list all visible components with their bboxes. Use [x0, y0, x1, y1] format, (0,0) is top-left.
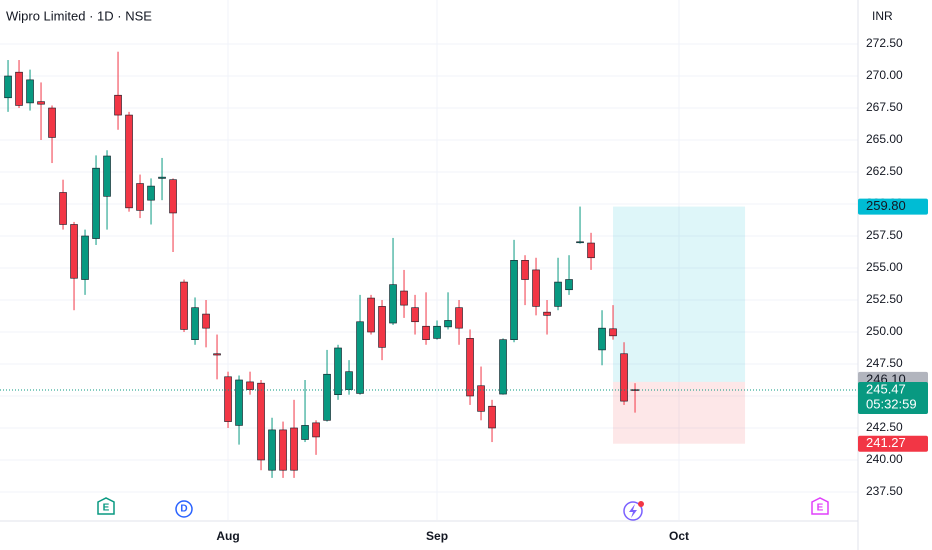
profit-zone	[613, 206, 746, 382]
countdown-label: 05:32:59	[866, 396, 917, 411]
candle-body	[59, 192, 67, 225]
candle-body	[444, 320, 452, 328]
candle-body	[521, 260, 529, 280]
event-label: E	[817, 503, 824, 514]
y-tick-label: 257.50	[866, 228, 903, 242]
candle-body	[257, 382, 265, 461]
candle-body	[499, 339, 507, 395]
candle-body	[620, 353, 628, 402]
y-tick-label: 265.00	[866, 132, 903, 146]
candle-body	[389, 284, 397, 324]
event-label: E	[103, 503, 110, 514]
x-tick-label: Aug	[216, 529, 239, 543]
candle-body	[609, 328, 617, 337]
candle-body	[334, 347, 342, 396]
candle-body	[213, 353, 221, 356]
y-tick-label: 270.00	[866, 68, 903, 82]
candle-body	[279, 429, 287, 471]
target-badge	[858, 198, 928, 215]
candle-body	[554, 281, 562, 307]
candle-body	[543, 311, 551, 316]
candle-body	[136, 183, 144, 211]
candle-body	[268, 429, 276, 471]
candle-body	[323, 373, 331, 421]
candle-body	[576, 241, 584, 244]
candle-body	[356, 321, 364, 394]
candle-body	[312, 422, 320, 438]
y-tick-label: 242.50	[866, 420, 903, 434]
candle-body	[48, 107, 56, 138]
currency: INR	[872, 9, 893, 23]
candle-body	[422, 325, 430, 340]
candle-body	[565, 279, 573, 291]
event-earnings-future[interactable]: E	[811, 497, 829, 515]
y-tick-label: 252.50	[866, 292, 903, 306]
candle-body	[147, 185, 155, 201]
candle-body	[598, 327, 606, 351]
y-tick-label: 237.50	[866, 484, 903, 498]
y-tick-label: 262.50	[866, 164, 903, 178]
candle-body	[92, 167, 100, 239]
candle-body	[477, 385, 485, 412]
candle-body	[103, 155, 111, 197]
candle-body	[4, 75, 12, 99]
candle-body	[26, 79, 34, 104]
candle-body	[180, 281, 188, 330]
candle-body	[191, 307, 199, 340]
y-tick-label: 247.50	[866, 356, 903, 370]
candle-body	[290, 427, 298, 471]
y-tick-label: 255.00	[866, 260, 903, 274]
candle-body	[15, 71, 23, 106]
event-label: D	[180, 504, 187, 515]
candle-body	[37, 101, 45, 105]
candle-body	[224, 376, 232, 422]
last-price-label: 245.47	[866, 381, 906, 396]
y-tick-label: 250.00	[866, 324, 903, 338]
last-price-badge	[858, 381, 928, 414]
loss-zone	[613, 381, 746, 444]
x-tick-label: Sep	[426, 529, 448, 543]
candle-body	[367, 297, 375, 333]
event-ideas[interactable]	[623, 501, 644, 521]
candle-body	[169, 179, 177, 214]
event-dividend[interactable]: D	[175, 500, 193, 518]
candle-body	[455, 307, 463, 329]
candle-body	[114, 94, 122, 116]
candle-body	[345, 371, 353, 390]
candle-body	[81, 235, 89, 280]
candle-body	[202, 313, 210, 329]
candle-body	[587, 242, 595, 259]
candle-body	[301, 425, 309, 440]
candle-body	[488, 405, 496, 429]
event-earnings[interactable]: E	[97, 497, 115, 515]
target-badge-label: 259.80	[866, 198, 906, 213]
candle-body	[378, 306, 386, 348]
plot	[0, 51, 858, 478]
candle-body	[70, 224, 78, 279]
x-tick-label: Oct	[669, 529, 689, 543]
candle-body	[631, 389, 639, 391]
candle-body	[510, 260, 518, 340]
y-tick-label: 240.00	[866, 452, 903, 466]
candle-body	[466, 338, 474, 397]
y-tick-label: 272.50	[866, 36, 903, 50]
candle-body	[235, 379, 243, 426]
y-tick-label: 267.50	[866, 100, 903, 114]
chart-title: Wipro Limited · 1D · NSE	[6, 8, 152, 23]
candle-body	[246, 381, 254, 390]
candle-body	[532, 269, 540, 307]
candle-body	[411, 307, 419, 323]
candle-body	[433, 325, 441, 339]
stop-badge-label: 241.27	[866, 435, 906, 450]
candle-body	[158, 176, 166, 179]
candle-body	[400, 290, 408, 306]
candle-body	[125, 114, 133, 209]
stop-badge	[858, 435, 928, 452]
